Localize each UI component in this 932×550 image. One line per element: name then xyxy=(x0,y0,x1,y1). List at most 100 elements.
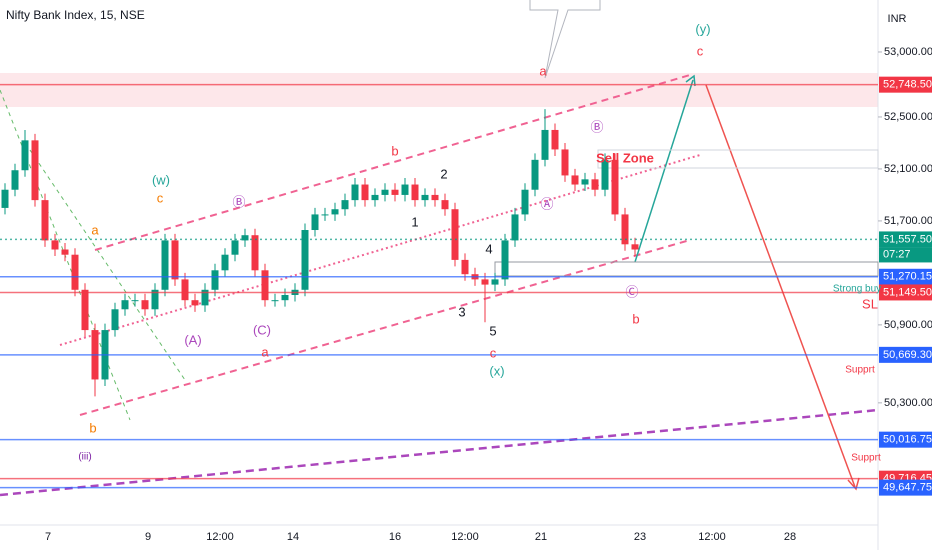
candle-body xyxy=(61,249,69,255)
level-label: 50,016.75 xyxy=(883,434,932,446)
wave-label: 2 xyxy=(440,166,447,181)
wave-label: Sell Zone xyxy=(596,150,654,165)
x-tick-label: 12:00 xyxy=(206,531,234,543)
callout xyxy=(529,0,601,79)
wave-label: 3 xyxy=(458,304,465,319)
candle-body xyxy=(261,270,269,301)
wave-label: c xyxy=(697,43,704,58)
candle-body xyxy=(321,214,329,216)
wave-label: (A) xyxy=(184,332,201,347)
wave-label: Ⓒ xyxy=(625,284,638,299)
support-trend xyxy=(0,408,879,497)
level-label: 52,748.50 xyxy=(883,79,932,91)
candle-body xyxy=(541,129,549,160)
candle-body xyxy=(271,300,279,302)
wave-label: 1 xyxy=(411,214,418,229)
wave-label: (x) xyxy=(489,363,504,378)
level-label: 50,669.30 xyxy=(883,349,932,361)
candle-body xyxy=(131,300,139,302)
wave-label: (C) xyxy=(253,322,271,337)
wave-label: a xyxy=(539,63,547,78)
wave-label: Ⓑ xyxy=(590,119,603,134)
candle-body xyxy=(421,194,429,201)
candle-body xyxy=(21,140,29,171)
candle-body xyxy=(381,189,389,195)
level-label: 51,557.50 xyxy=(883,233,932,245)
y-tick-label: 51,700.00 xyxy=(884,215,932,227)
channel-line xyxy=(94,74,691,251)
candle-body xyxy=(621,214,629,245)
candle-body xyxy=(511,214,519,241)
chart-title: Nifty Bank Index, 15, NSE xyxy=(6,8,145,22)
level-tag xyxy=(879,431,932,448)
wave-label: a xyxy=(261,344,269,359)
wave-label: 4 xyxy=(485,241,492,256)
wave-label: SL xyxy=(862,296,878,311)
sell-zone-box xyxy=(597,149,879,169)
level-tag xyxy=(879,479,932,496)
x-tick-label: 12:00 xyxy=(698,531,726,543)
candle-body xyxy=(631,244,639,250)
candle-body xyxy=(431,194,439,201)
x-tick-label: 9 xyxy=(145,531,151,543)
wave-label: c xyxy=(157,190,164,205)
countdown-tag xyxy=(879,247,932,263)
candle-body xyxy=(551,129,559,150)
candle-body xyxy=(11,170,19,190)
wave-label: (iii) xyxy=(78,452,91,463)
candle-body xyxy=(231,240,239,255)
level-tag xyxy=(879,268,932,285)
candle-body xyxy=(161,240,169,290)
candle-body xyxy=(361,184,369,201)
level-label: 49,647.75 xyxy=(883,482,932,494)
projection-up xyxy=(634,79,694,263)
candle-body xyxy=(521,189,529,215)
wave-label: 5 xyxy=(489,323,496,338)
candle-body xyxy=(401,184,409,195)
countdown: 07:27 xyxy=(883,248,911,260)
candle-body xyxy=(331,209,339,215)
x-tick-label: 21 xyxy=(535,531,547,543)
candle-body xyxy=(501,240,509,280)
candle-body xyxy=(391,189,399,195)
wave-label: Supprt xyxy=(851,453,881,464)
candle-body xyxy=(311,214,319,231)
candle-body xyxy=(1,189,9,208)
wave-label: Strong buy xyxy=(833,284,881,295)
candle-body xyxy=(171,240,179,280)
wave-label: a xyxy=(91,222,99,237)
candle-body xyxy=(611,159,619,215)
candle-body xyxy=(141,300,149,310)
level-tag xyxy=(879,284,932,301)
x-tick-label: 28 xyxy=(784,531,796,543)
x-tick-label: 12:00 xyxy=(451,531,479,543)
wave-label: (y) xyxy=(695,21,710,36)
candle-body xyxy=(341,200,349,210)
wave-label: Supprt xyxy=(845,365,875,376)
arrow-head xyxy=(847,477,860,491)
candle-body xyxy=(51,240,59,250)
candle-body xyxy=(491,279,499,285)
candle-body xyxy=(41,200,49,241)
candle-body xyxy=(151,289,159,310)
currency: INR xyxy=(888,13,907,25)
arrow-head xyxy=(685,74,696,87)
candle-body xyxy=(31,140,39,201)
candle-body xyxy=(461,259,469,275)
y-tick-label: 50,300.00 xyxy=(884,397,932,409)
buy-zone-box xyxy=(494,261,879,277)
level-tag xyxy=(879,346,932,363)
candle-body xyxy=(241,235,249,241)
candle-body xyxy=(71,254,79,290)
candle-body xyxy=(221,254,229,271)
candle-body xyxy=(481,279,489,285)
candle-body xyxy=(601,159,609,190)
level-tag xyxy=(879,76,932,93)
candle-body xyxy=(581,179,589,185)
level-label: 51,270.15 xyxy=(883,271,932,283)
candle-body xyxy=(201,289,209,306)
level-label: 51,149.50 xyxy=(883,286,932,298)
wave-label: c xyxy=(490,345,497,360)
candle-body xyxy=(301,230,309,290)
